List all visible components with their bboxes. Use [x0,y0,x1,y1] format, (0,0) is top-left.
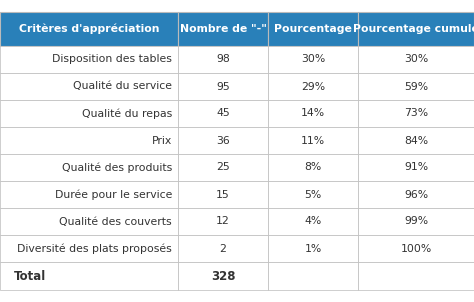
Text: 15: 15 [216,189,230,200]
Text: Nombre de "-": Nombre de "-" [180,24,266,34]
Bar [268,208,358,235]
Bar [268,73,358,100]
Bar [268,46,358,73]
Text: Disposition des tables: Disposition des tables [52,54,172,65]
Text: Qualité des couverts: Qualité des couverts [59,217,172,226]
Text: 12: 12 [216,217,230,226]
Bar [358,235,474,262]
Bar [178,262,268,290]
Text: 29%: 29% [301,82,325,92]
Text: 99%: 99% [404,217,428,226]
Bar [178,46,268,73]
Bar [358,262,474,290]
Text: 45: 45 [216,108,230,118]
Bar [358,100,474,127]
Text: 4%: 4% [304,217,322,226]
Text: 11%: 11% [301,136,325,146]
Bar [178,100,268,127]
Bar [178,12,268,46]
Bar [268,154,358,181]
Text: 30%: 30% [301,54,325,65]
Text: 73%: 73% [404,108,428,118]
Text: Prix: Prix [152,136,172,146]
Text: 98: 98 [216,54,230,65]
Text: 328: 328 [211,269,235,282]
Text: 96%: 96% [404,189,428,200]
Bar [358,181,474,208]
Bar [178,208,268,235]
Text: 91%: 91% [404,162,428,172]
Bar [358,127,474,154]
Bar [0,127,178,154]
Text: 84%: 84% [404,136,428,146]
Bar [0,262,178,290]
Bar [358,46,474,73]
Text: 36: 36 [216,136,230,146]
Bar [268,181,358,208]
Text: 59%: 59% [404,82,428,92]
Text: Pourcentage cumulé: Pourcentage cumulé [353,24,474,34]
Bar [0,181,178,208]
Text: Critères d'appréciation: Critères d'appréciation [19,24,159,34]
Text: Durée pour le service: Durée pour le service [55,189,172,200]
Bar [0,208,178,235]
Bar [0,154,178,181]
Bar [0,12,178,46]
Text: Total: Total [14,269,46,282]
Text: Qualité des produits: Qualité des produits [62,162,172,173]
Text: Pourcentage: Pourcentage [274,24,352,34]
Bar [268,12,358,46]
Text: 95: 95 [216,82,230,92]
Bar [178,73,268,100]
Bar [0,46,178,73]
Bar [358,12,474,46]
Text: 2: 2 [219,243,227,253]
Bar [178,127,268,154]
Text: 100%: 100% [401,243,432,253]
Bar [358,208,474,235]
Bar [358,73,474,100]
Bar [178,235,268,262]
Text: 5%: 5% [304,189,322,200]
Text: Qualité du repas: Qualité du repas [82,108,172,119]
Text: Diversité des plats proposés: Diversité des plats proposés [17,243,172,254]
Bar [268,127,358,154]
Bar [0,235,178,262]
Bar [0,73,178,100]
Text: 8%: 8% [304,162,322,172]
Text: Qualité du service: Qualité du service [73,82,172,92]
Bar [268,100,358,127]
Bar [268,235,358,262]
Bar [0,100,178,127]
Text: 14%: 14% [301,108,325,118]
Bar [178,154,268,181]
Text: 25: 25 [216,162,230,172]
Bar [358,154,474,181]
Bar [178,181,268,208]
Text: 1%: 1% [304,243,322,253]
Text: 30%: 30% [404,54,428,65]
Bar [268,262,358,290]
